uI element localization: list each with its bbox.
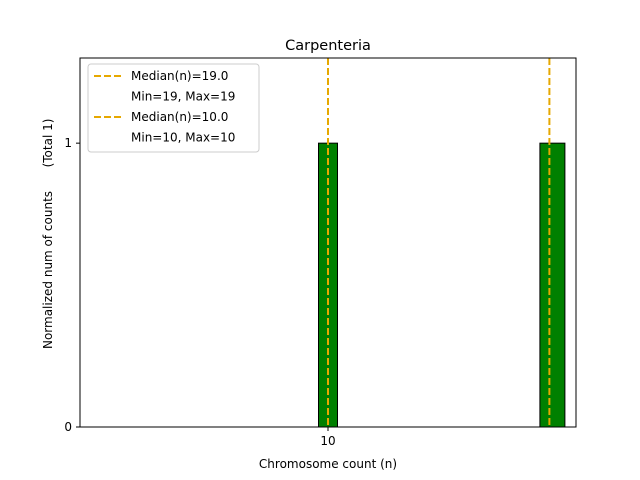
y-axis-total-note: (Total 1) <box>41 119 55 168</box>
legend-entry: Min=19, Max=19 <box>131 90 235 104</box>
chart-title: Carpenteria <box>285 38 371 54</box>
y-tick-label: 1 <box>64 136 72 150</box>
x-tick-label: 10 <box>320 434 335 448</box>
legend-entry: Median(n)=19.0 <box>131 69 228 83</box>
y-tick-label: 0 <box>64 420 72 434</box>
legend-box <box>87 63 260 153</box>
legend-entry: Min=10, Max=10 <box>131 131 235 145</box>
legend-entry: Median(n)=10.0 <box>131 110 228 124</box>
y-axis-label: Normalized num of counts <box>41 191 55 349</box>
bar <box>539 142 566 428</box>
x-axis-label: Chromosome count (n) <box>259 457 397 471</box>
